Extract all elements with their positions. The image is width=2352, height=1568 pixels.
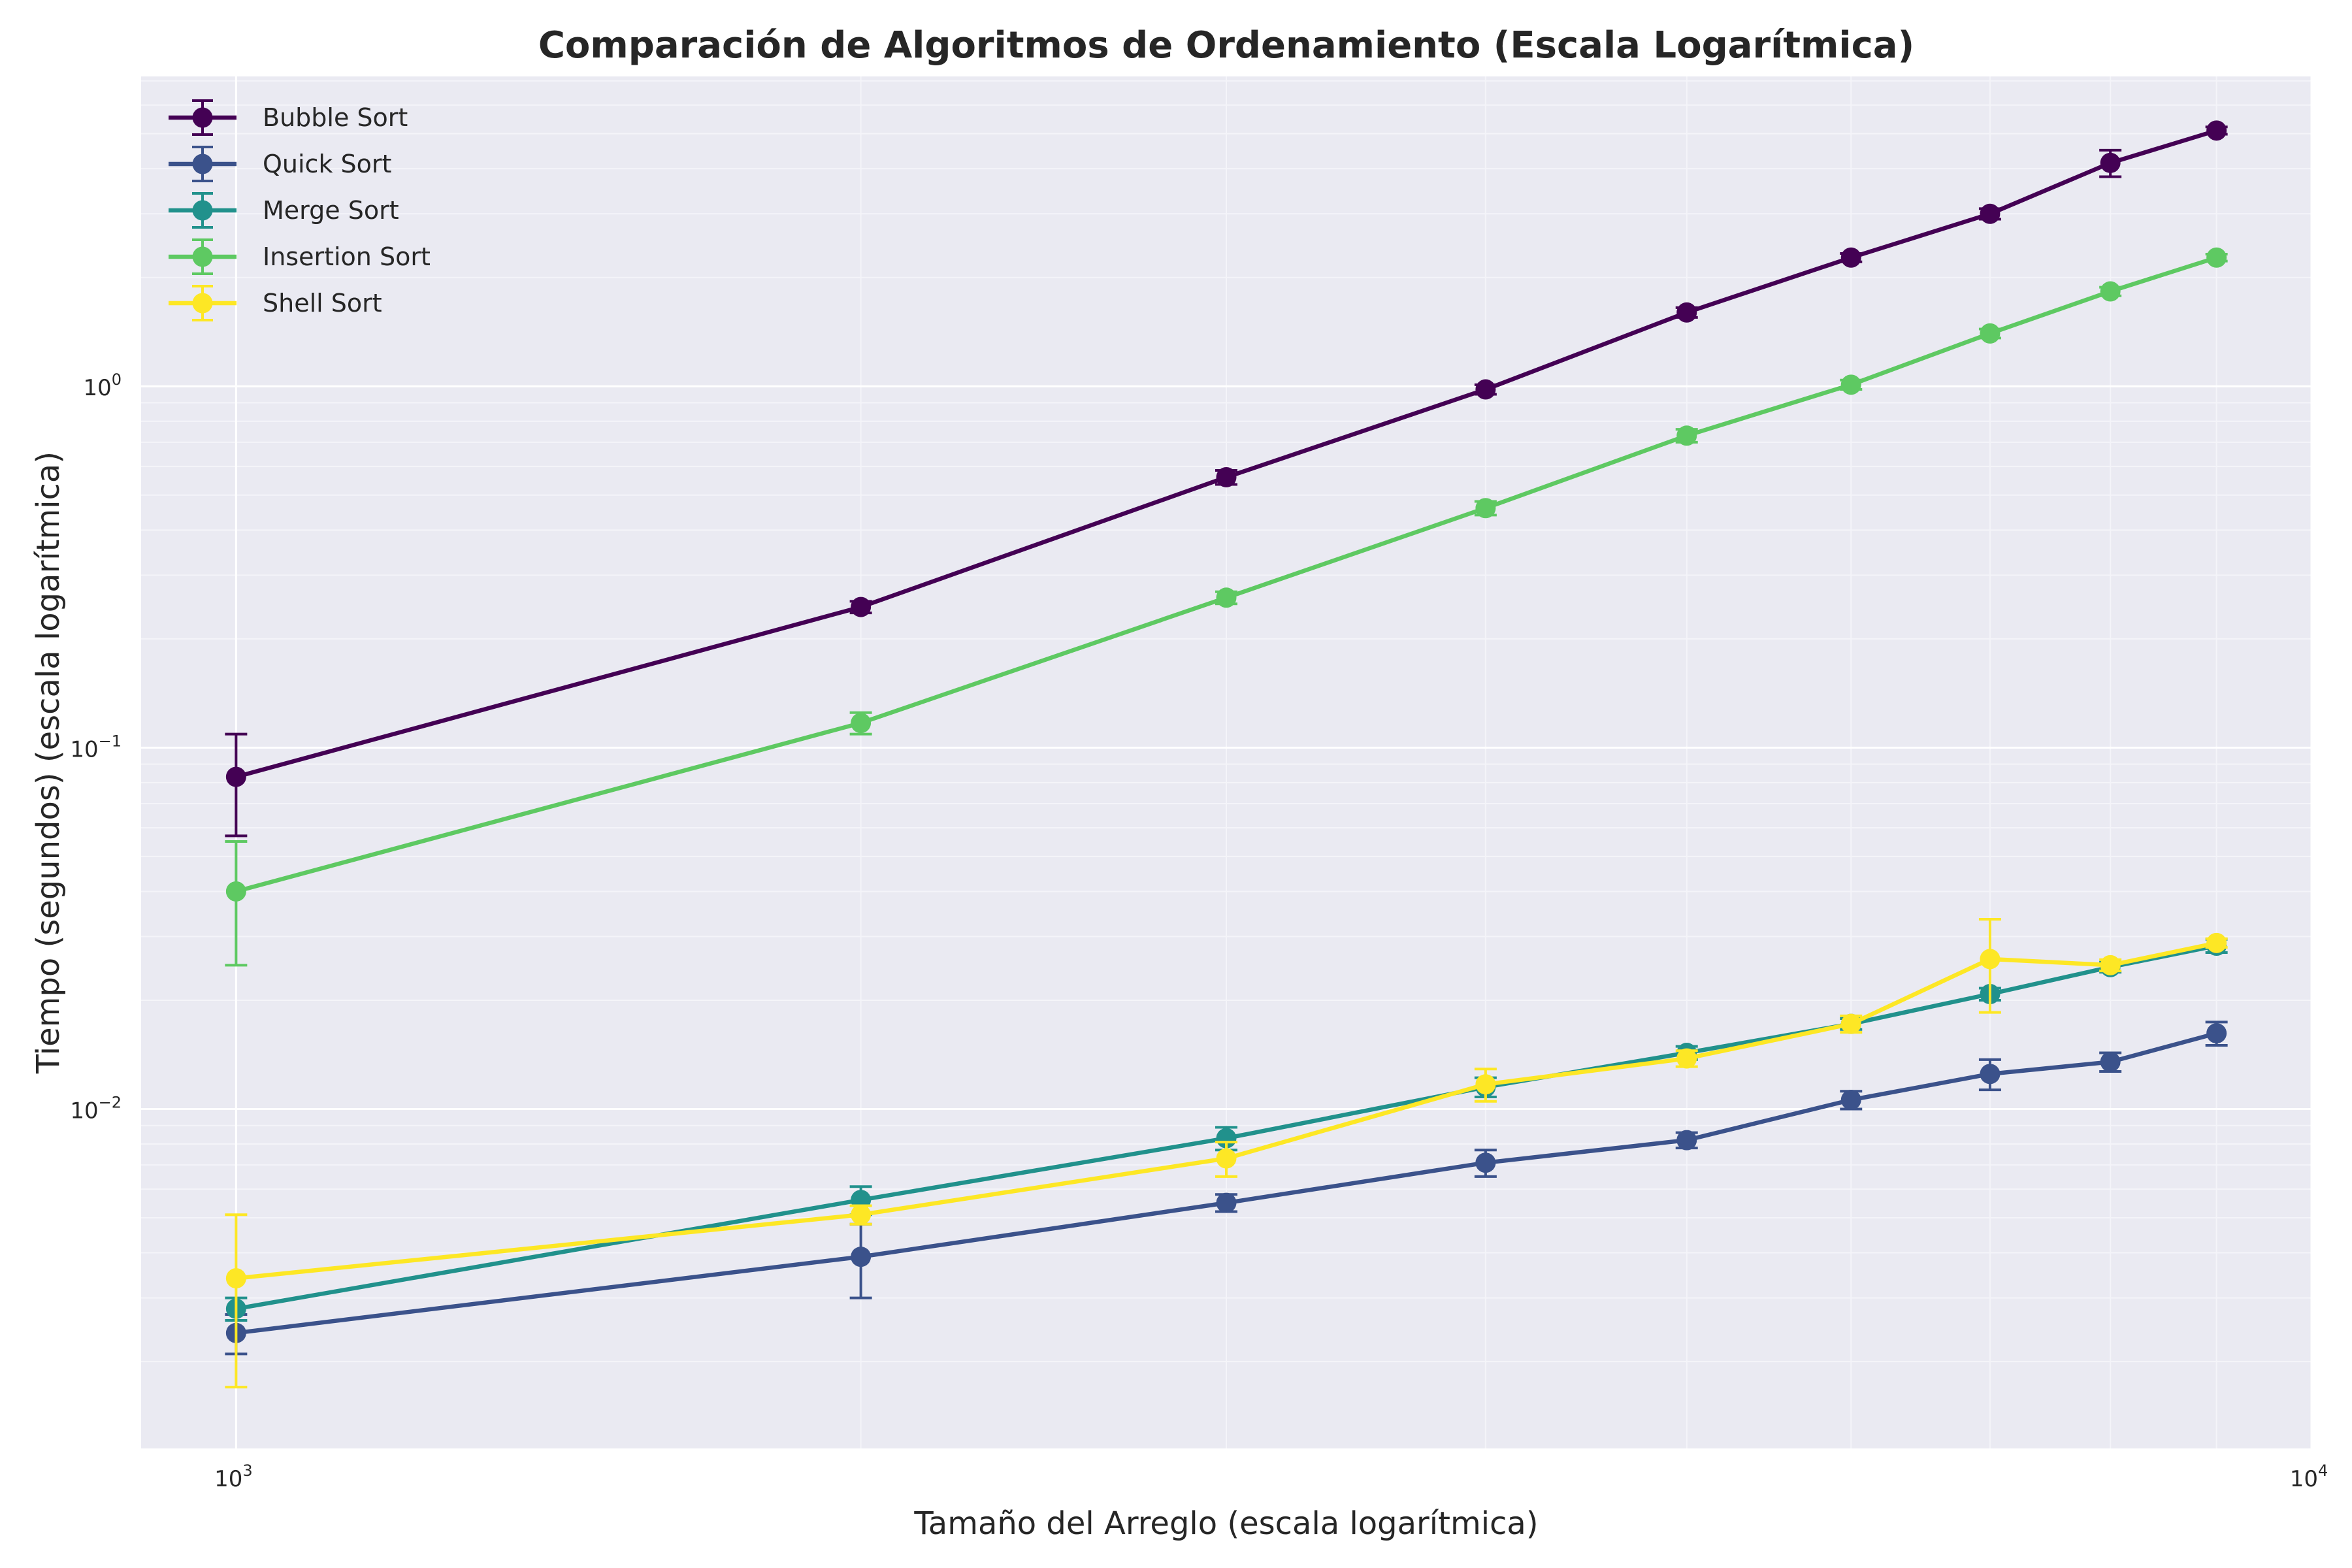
series-insertion-sort xyxy=(225,247,2228,967)
legend-item: Insertion Sort xyxy=(169,238,431,275)
legend: Bubble Sort Quick Sort Merge Sort Insertion… xyxy=(169,99,431,321)
data-point xyxy=(225,881,246,902)
series-quick-sort xyxy=(225,1021,2228,1356)
data-point xyxy=(1475,1074,1496,1095)
legend-item: Quick Sort xyxy=(169,146,391,182)
data-point xyxy=(1216,1192,1237,1213)
data-point xyxy=(1475,498,1496,519)
y-axis-label: Tiempo (segundos) (escala logarítmica) xyxy=(30,451,67,1074)
data-point xyxy=(1840,247,1861,268)
data-point xyxy=(851,1204,872,1225)
series-bubble-sort xyxy=(225,120,2228,838)
data-point xyxy=(1840,1089,1861,1110)
series-layer xyxy=(225,120,2228,1389)
data-point xyxy=(1676,1130,1697,1151)
y-tick-label-exponent: 0 xyxy=(112,370,122,389)
data-point xyxy=(2100,1051,2121,1072)
data-point xyxy=(2206,247,2227,268)
legend-item: Shell Sort xyxy=(169,285,382,321)
legend-marker xyxy=(192,200,213,221)
legend-label: Quick Sort xyxy=(263,150,391,178)
x-tick-label-base: 10 xyxy=(2290,1466,2318,1492)
data-point xyxy=(1475,379,1496,400)
data-point xyxy=(1216,466,1237,487)
data-point xyxy=(1676,1048,1697,1069)
chart-title: Comparación de Algoritmos de Ordenamient… xyxy=(538,24,1914,67)
error-bar xyxy=(225,840,248,967)
legend-label: Insertion Sort xyxy=(263,242,431,271)
y-tick-label-base: 10 xyxy=(83,375,111,401)
data-point xyxy=(2206,1023,2227,1044)
data-point xyxy=(851,596,872,617)
x-tick-label: 103 xyxy=(214,1462,253,1492)
data-point xyxy=(2100,152,2121,173)
y-tick-label: 10−2 xyxy=(70,1093,122,1124)
legend-marker xyxy=(192,293,213,314)
data-point xyxy=(2206,120,2227,141)
legend-item: Merge Sort xyxy=(169,192,399,229)
data-point xyxy=(225,766,246,787)
data-point xyxy=(1216,1148,1237,1169)
data-point xyxy=(1475,1152,1496,1173)
legend-label: Bubble Sort xyxy=(263,103,408,132)
legend-label: Shell Sort xyxy=(263,289,382,318)
data-point xyxy=(1676,425,1697,446)
data-point xyxy=(2206,932,2227,953)
legend-label: Merge Sort xyxy=(263,196,399,225)
x-tick-label-exponent: 3 xyxy=(242,1462,252,1480)
y-tick-label-exponent: −1 xyxy=(99,732,122,750)
data-point xyxy=(1840,374,1861,395)
y-tick-label-base: 10 xyxy=(70,736,98,762)
legend-item: Bubble Sort xyxy=(169,99,408,136)
y-tick-label: 100 xyxy=(83,370,122,401)
x-tick-label: 104 xyxy=(2290,1462,2328,1492)
data-point xyxy=(1980,203,2001,224)
data-point xyxy=(1980,1064,2001,1085)
data-point xyxy=(225,1268,246,1289)
x-tick-label-exponent: 4 xyxy=(2318,1462,2328,1480)
x-tick-label-base: 10 xyxy=(214,1466,242,1492)
y-tick-label-exponent: −2 xyxy=(99,1093,122,1111)
data-point xyxy=(1840,1013,1861,1034)
data-point xyxy=(1980,949,2001,970)
data-point xyxy=(2100,281,2121,302)
y-tick-label: 10−1 xyxy=(70,732,122,762)
series-shell-sort xyxy=(225,918,2228,1389)
y-tick-label-base: 10 xyxy=(70,1098,98,1124)
x-axis-label: Tamaño del Arreglo (escala logarítmica) xyxy=(913,1505,1538,1542)
data-point xyxy=(2100,955,2121,975)
error-bar xyxy=(225,1213,248,1389)
legend-marker xyxy=(192,154,213,174)
legend-marker xyxy=(192,246,213,267)
data-point xyxy=(851,713,872,734)
data-point xyxy=(1216,587,1237,608)
data-point xyxy=(851,1247,872,1267)
data-point xyxy=(1980,323,2001,344)
legend-marker xyxy=(192,107,213,128)
data-point xyxy=(1676,302,1697,323)
